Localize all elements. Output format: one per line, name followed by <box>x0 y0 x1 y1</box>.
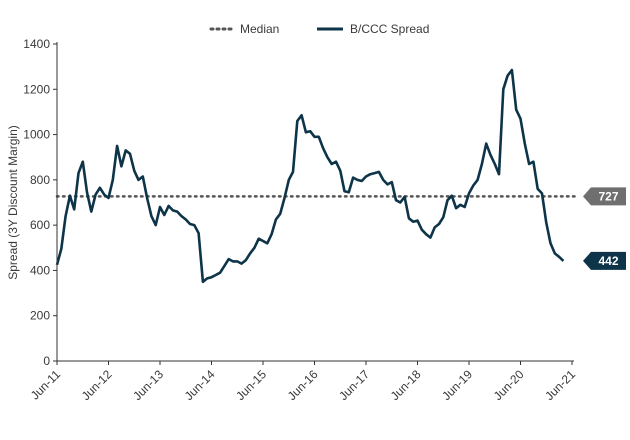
last-value-callout-label: 442 <box>598 254 618 268</box>
x-tick-label: Jun-21 <box>542 367 578 403</box>
x-tick-label: Jun-20 <box>491 367 527 403</box>
y-axis-ticks: 0 200 400 600 800 1000 1200 1400 <box>23 37 57 368</box>
legend-series-label: B/CCC Spread <box>350 22 429 36</box>
series-line <box>55 68 565 284</box>
x-tick-label: Jun-17 <box>336 367 372 403</box>
axes <box>56 42 574 362</box>
x-tick-label: Jun-12 <box>79 367 115 403</box>
y-tick-label: 1200 <box>23 82 50 96</box>
y-tick-label: 1400 <box>23 37 50 51</box>
x-tick-label: Jun-18 <box>388 367 424 403</box>
legend: Median B/CCC Spread <box>209 22 429 36</box>
last-value-callout: 442 <box>583 251 626 270</box>
legend-median-label: Median <box>240 22 279 36</box>
y-tick-label: 600 <box>30 218 50 232</box>
x-tick-label: Jun-11 <box>28 367 63 402</box>
x-axis-ticks: Jun-11 Jun-12 Jun-13 Jun-14 Jun-15 Jun-16 Jun-… <box>28 361 578 403</box>
y-tick-label: 0 <box>43 354 50 368</box>
y-tick-label: 1000 <box>23 128 50 142</box>
y-tick-label: 800 <box>30 173 50 187</box>
x-tick-label: Jun-13 <box>130 367 166 403</box>
last-value-callout-shape <box>583 251 626 270</box>
median-callout-shape <box>583 187 626 206</box>
x-tick-label: Jun-14 <box>182 367 218 403</box>
x-tick-label: Jun-16 <box>285 367 321 403</box>
y-tick-label: 200 <box>30 309 50 323</box>
x-tick-label: Jun-15 <box>233 367 269 403</box>
median-callout-label: 727 <box>598 189 618 203</box>
x-tick-label: Jun-19 <box>439 367 475 403</box>
y-tick-label: 400 <box>30 263 50 277</box>
median-callout: 727 <box>583 187 626 206</box>
y-axis-title: Spread (3Y Discount Margin) <box>6 125 20 280</box>
